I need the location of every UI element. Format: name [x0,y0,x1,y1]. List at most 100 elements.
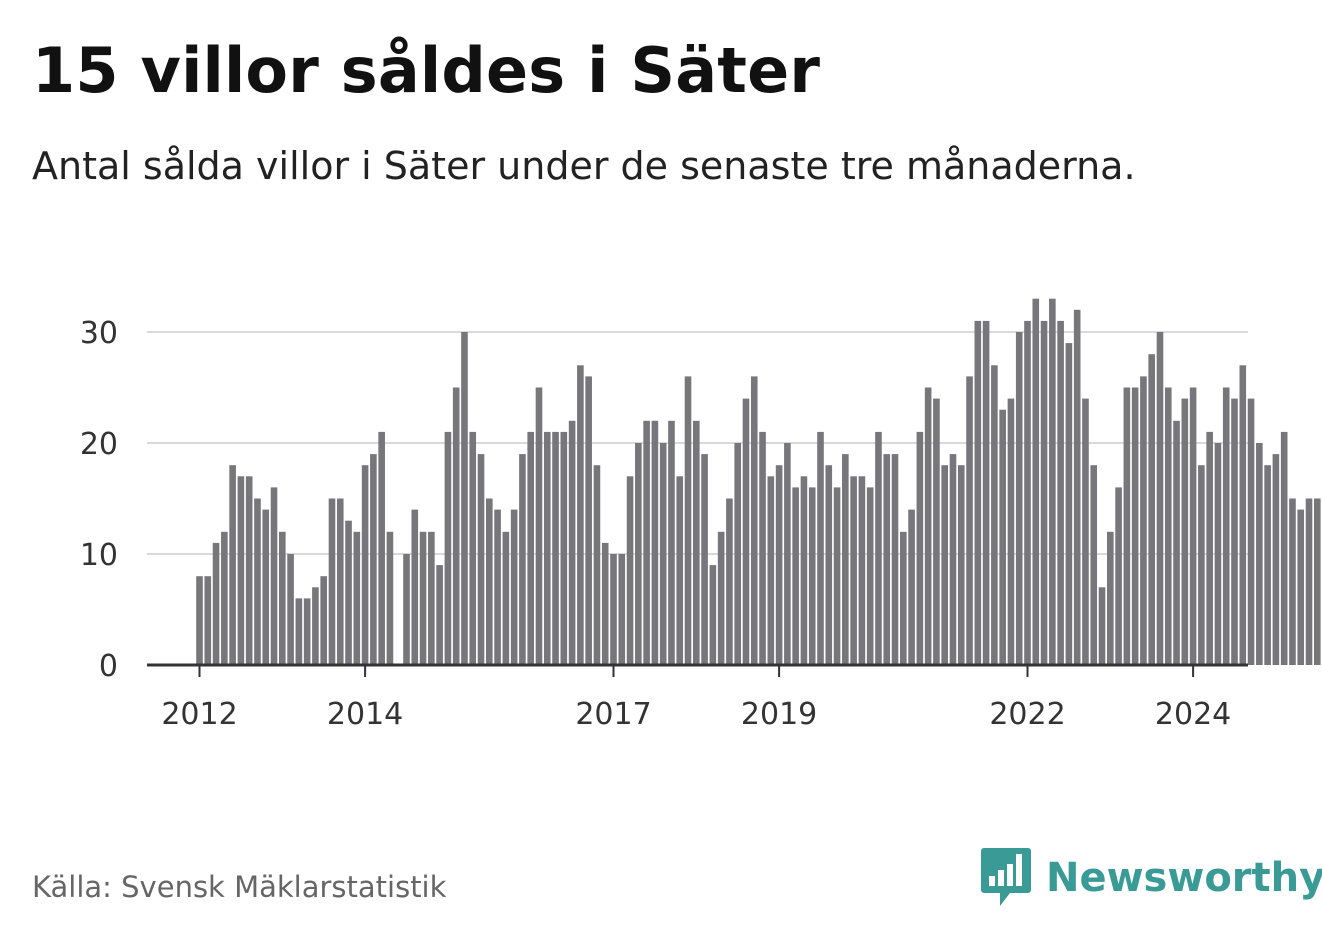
bar [693,420,700,665]
bar [560,431,568,665]
bar [825,465,833,665]
bar [345,520,352,665]
bar [270,487,278,665]
bar [1272,454,1280,665]
bar [684,376,692,665]
bar [842,454,849,665]
bar [1256,443,1263,665]
bar [452,387,460,665]
bar [1140,376,1147,665]
bar [1189,387,1197,665]
bar [817,431,824,665]
bar [1314,498,1321,665]
bar [916,431,924,665]
bar [1024,320,1031,665]
bar [378,431,385,665]
bar [1297,509,1305,665]
bar [643,420,650,665]
brand-name: Newsworthy [1046,855,1322,901]
bar [403,554,410,665]
y-tick-label-20: 20 [80,427,118,462]
bar [1214,443,1222,665]
bar [908,509,915,665]
bar [659,443,667,665]
x-tick-label-2017: 2017 [575,697,651,732]
labels: 010203020122014201720192022202415 [80,316,1231,732]
bar [336,498,344,665]
bar [1082,398,1089,665]
bar [726,498,733,665]
bar [1289,498,1296,665]
bar [1007,398,1015,665]
bar [635,443,642,665]
bar [1247,398,1255,665]
bar [320,576,327,665]
bar [808,487,816,665]
bar [900,531,907,665]
bar-chart: 010203020122014201720192022202415 [80,298,1321,732]
brand-logo[interactable]: Newsworthy [980,846,1322,910]
bar [303,598,311,665]
bar [709,565,717,665]
bar [982,320,990,665]
bar [577,365,584,665]
y-tick-label-10: 10 [80,538,118,573]
bar [883,454,891,665]
bar [974,320,982,665]
bar [361,465,369,665]
bar [486,498,493,665]
bar [1239,365,1247,665]
bar [610,554,617,665]
bar [767,476,775,665]
bar [245,476,253,665]
y-tick-label-0: 0 [99,649,118,684]
bar [1164,387,1172,665]
bar [204,576,212,665]
bar [411,509,419,665]
bar [1049,298,1056,665]
bar [1073,309,1081,665]
bar [1015,332,1023,665]
bar [850,476,857,665]
axes [147,663,1248,677]
x-tick-label-2022: 2022 [989,697,1065,732]
bar [254,498,261,665]
bar [717,531,725,665]
bar [1231,398,1238,665]
bar [1032,298,1040,665]
bar [601,542,609,665]
chart-subtitle: Antal sålda villor i Säter under de sena… [32,144,1136,188]
bar [775,465,783,665]
bar [552,431,559,665]
bar [502,531,510,665]
bar [1222,387,1230,665]
bar [759,431,766,665]
bar [295,598,303,665]
bar [734,443,741,665]
y-tick-label-30: 30 [80,316,118,351]
bar [784,443,791,665]
bar [328,498,336,665]
bar [527,431,534,665]
chart-title: 15 villor såldes i Säter [32,34,821,107]
bars [196,298,1321,665]
bar [312,587,319,665]
bar [618,554,626,665]
bar [386,531,394,665]
bar [1131,387,1139,665]
bar [991,365,998,665]
bar [1156,332,1164,665]
bar [966,376,973,665]
x-tick-label-2014: 2014 [327,697,403,732]
bar [626,476,634,665]
bar [750,376,758,665]
x-tick-label-2024: 2024 [1155,697,1231,732]
bar [1148,354,1155,665]
bar [370,454,377,665]
bar [469,431,477,665]
bar [1115,487,1122,665]
bar [237,476,245,665]
bar [287,554,294,665]
bar [866,487,874,665]
bar [279,531,286,665]
